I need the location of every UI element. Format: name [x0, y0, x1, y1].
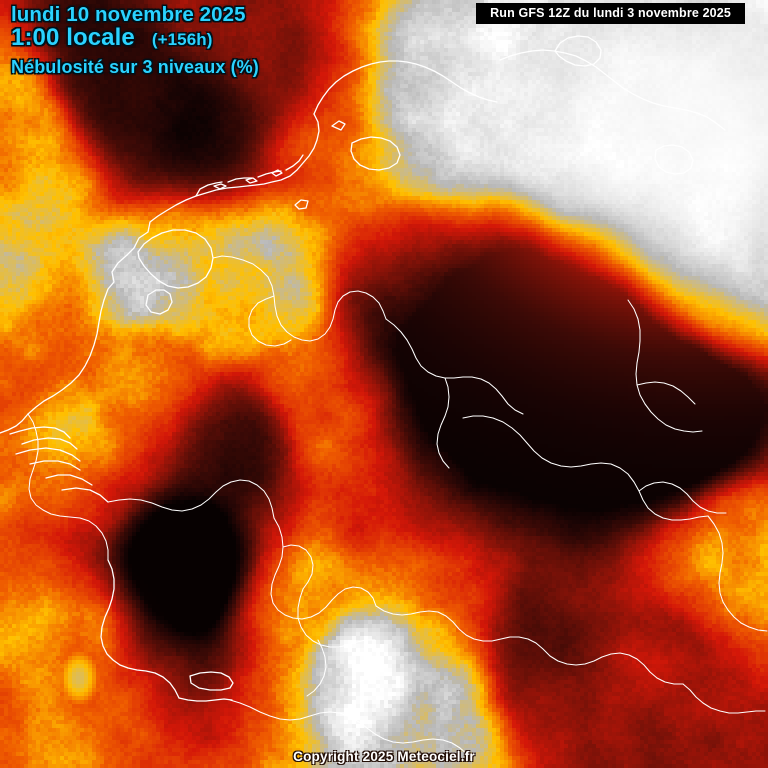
parameter-label: Nébulosité sur 3 niveaux (%) [11, 57, 259, 78]
forecast-hour-row: 1:00 locale (+156h) [11, 24, 259, 52]
copyright-label: Copyright 2025 Meteociel.fr [293, 749, 475, 764]
model-run-banner: Run GFS 12Z du lundi 3 novembre 2025 [476, 3, 745, 24]
forecast-hour-label: 1:00 locale [11, 24, 135, 52]
map-title-block: lundi 10 novembre 2025 1:00 locale (+156… [11, 4, 259, 77]
forecast-echeance-label: (+156h) [151, 30, 213, 50]
forecast-date-label: lundi 10 novembre 2025 [11, 3, 246, 26]
